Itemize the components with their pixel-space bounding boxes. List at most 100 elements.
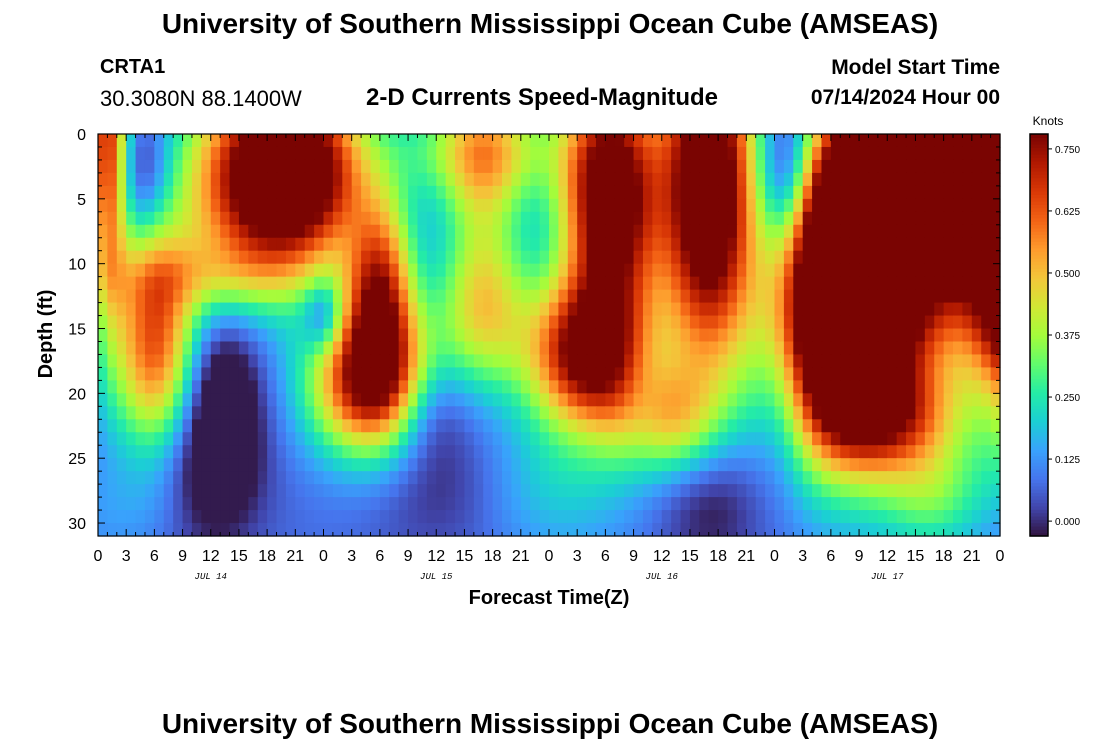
- heatmap-cell: [802, 159, 813, 174]
- colorbar-segment: [1030, 308, 1048, 313]
- heatmap-cell: [370, 458, 381, 472]
- heatmap-cell: [924, 380, 935, 394]
- heatmap-cell: [314, 484, 325, 498]
- heatmap-cell: [530, 146, 541, 161]
- heatmap-cell: [915, 341, 926, 356]
- heatmap-cell: [370, 276, 381, 291]
- heatmap-cell: [859, 380, 870, 394]
- heatmap-cell: [314, 380, 325, 394]
- heatmap-cell: [295, 458, 306, 472]
- heatmap-cell: [361, 380, 372, 394]
- heatmap-cell: [586, 263, 597, 278]
- heatmap-cell: [943, 432, 954, 446]
- heatmap-cell: [398, 211, 409, 226]
- heatmap-cell: [267, 523, 278, 537]
- heatmap-cell: [323, 471, 334, 485]
- heatmap-cell: [802, 224, 813, 239]
- heatmap-cell: [370, 341, 381, 356]
- heatmap-cell: [276, 211, 287, 226]
- colorbar-segment: [1030, 475, 1048, 480]
- heatmap-cell: [229, 432, 240, 446]
- heatmap-cell: [248, 484, 259, 498]
- heatmap-cell: [511, 302, 522, 317]
- heatmap-cell: [877, 302, 888, 317]
- heatmap-cell: [614, 224, 625, 239]
- heatmap-cell: [332, 341, 343, 356]
- heatmap-cell: [896, 484, 907, 498]
- heatmap-cell: [295, 185, 306, 200]
- heatmap-cell: [173, 380, 184, 394]
- heatmap-cell: [238, 134, 249, 148]
- heatmap-cell: [614, 432, 625, 446]
- heatmap-cell: [539, 263, 550, 278]
- heatmap-cell: [267, 159, 278, 174]
- heatmap-cell: [370, 406, 381, 420]
- heatmap-cell: [408, 432, 419, 446]
- heatmap-cell: [314, 523, 325, 537]
- heatmap-cell: [736, 497, 747, 511]
- heatmap-cell: [408, 497, 419, 511]
- heatmap-cell: [830, 146, 841, 161]
- heatmap-cell: [896, 250, 907, 265]
- heatmap-cell: [154, 146, 165, 161]
- heatmap-cell: [708, 471, 719, 485]
- heatmap-cell: [765, 393, 776, 407]
- heatmap-cell: [276, 393, 287, 407]
- heatmap-cell: [267, 510, 278, 524]
- heatmap-cell: [689, 328, 700, 343]
- heatmap-cell: [671, 393, 682, 407]
- heatmap-cell: [295, 445, 306, 459]
- heatmap-cell: [924, 289, 935, 304]
- heatmap-cell: [718, 302, 729, 317]
- colorbar-tick-label: 0.375: [1055, 331, 1080, 342]
- heatmap-cell: [398, 224, 409, 239]
- heatmap-cell: [595, 406, 606, 420]
- heatmap-cell: [558, 523, 569, 537]
- heatmap-cell: [492, 315, 503, 330]
- heatmap-cell: [511, 134, 522, 148]
- heatmap-cell: [708, 315, 719, 330]
- heatmap-cell: [248, 458, 259, 472]
- heatmap-cell: [267, 471, 278, 485]
- heatmap-cell: [473, 458, 484, 472]
- heatmap-cell: [774, 302, 785, 317]
- heatmap-cell: [990, 172, 1001, 187]
- heatmap-cell: [238, 224, 249, 239]
- heatmap-cell: [323, 484, 334, 498]
- heatmap-cell: [539, 354, 550, 369]
- heatmap-cell: [464, 250, 475, 265]
- heatmap-cell: [906, 159, 917, 174]
- heatmap-cell: [887, 224, 898, 239]
- heatmap-cell: [220, 263, 231, 278]
- colorbar-segment: [1030, 254, 1048, 259]
- heatmap-cell: [126, 198, 137, 213]
- heatmap-cell: [624, 185, 635, 200]
- heatmap-cell: [248, 224, 259, 239]
- heatmap-cell: [558, 146, 569, 161]
- heatmap-cell: [896, 354, 907, 369]
- heatmap-cell: [736, 159, 747, 174]
- heatmap-cell: [98, 380, 108, 394]
- heatmap-cell: [379, 172, 390, 187]
- heatmap-cell: [285, 432, 296, 446]
- heatmap-cell: [323, 328, 334, 343]
- heatmap-cell: [793, 146, 804, 161]
- heatmap-cell: [981, 445, 992, 459]
- heatmap-cell: [144, 341, 155, 356]
- heatmap-cell: [567, 497, 578, 511]
- heatmap-cell: [436, 198, 447, 213]
- heatmap-cell: [473, 380, 484, 394]
- chart-subtitle: 2-D Currents Speed-Magnitude: [366, 84, 719, 111]
- heatmap-cell: [981, 185, 992, 200]
- heatmap-cell: [257, 341, 268, 356]
- heatmap-cell: [351, 432, 362, 446]
- heatmap-cell: [332, 367, 343, 381]
- heatmap-cell: [708, 510, 719, 524]
- heatmap-cell: [915, 146, 926, 161]
- colorbar-segment: [1030, 438, 1048, 443]
- heatmap-cell: [953, 250, 964, 265]
- heatmap-cell: [981, 419, 992, 433]
- heatmap-cell: [154, 458, 165, 472]
- heatmap-cell: [464, 159, 475, 174]
- heatmap-cell: [520, 250, 531, 265]
